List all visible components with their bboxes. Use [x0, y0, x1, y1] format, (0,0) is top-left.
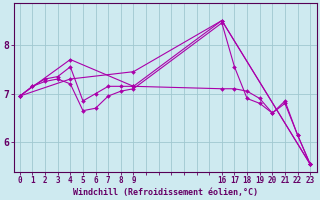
X-axis label: Windchill (Refroidissement éolien,°C): Windchill (Refroidissement éolien,°C): [73, 188, 258, 197]
